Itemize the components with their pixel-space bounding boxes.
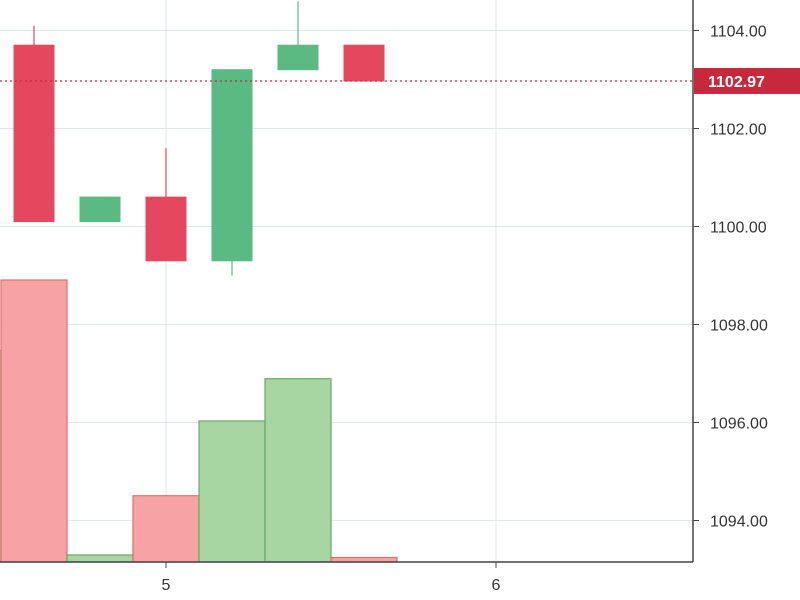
y-tick-label: 1102.00 xyxy=(710,122,767,139)
candle-up xyxy=(79,196,121,223)
candle-up xyxy=(277,44,319,71)
x-tick-label: 5 xyxy=(162,577,171,594)
y-tick-label: 1094.00 xyxy=(710,514,768,531)
grid-lines xyxy=(0,0,693,562)
volume-bar xyxy=(264,378,332,563)
y-tick-label: 1100.00 xyxy=(710,220,767,237)
candles xyxy=(13,1,385,276)
last-price-label-group[interactable]: 1102.97 xyxy=(694,67,800,94)
volume-bar xyxy=(0,279,68,563)
volume-bar xyxy=(198,420,266,563)
last-price-label: 1102.97 xyxy=(708,74,765,91)
candle-down xyxy=(145,196,187,262)
y-tick-label: 1098.00 xyxy=(710,318,768,335)
y-axis-labels: 1094.00 1096.00 1098.00 1100.00 1102.00 1104.… xyxy=(693,24,768,531)
y-tick-label: 1096.00 xyxy=(710,416,768,433)
last-price-badge xyxy=(694,67,800,94)
x-tick-label: 6 xyxy=(492,577,501,594)
volume-bar xyxy=(66,554,134,563)
volume-bars xyxy=(0,279,398,563)
axes xyxy=(0,0,694,563)
candle-down xyxy=(13,44,55,223)
candle-down xyxy=(343,44,385,82)
y-tick-label: 1104.00 xyxy=(710,24,767,41)
volume-bar xyxy=(132,495,200,563)
candle-up xyxy=(211,69,253,262)
